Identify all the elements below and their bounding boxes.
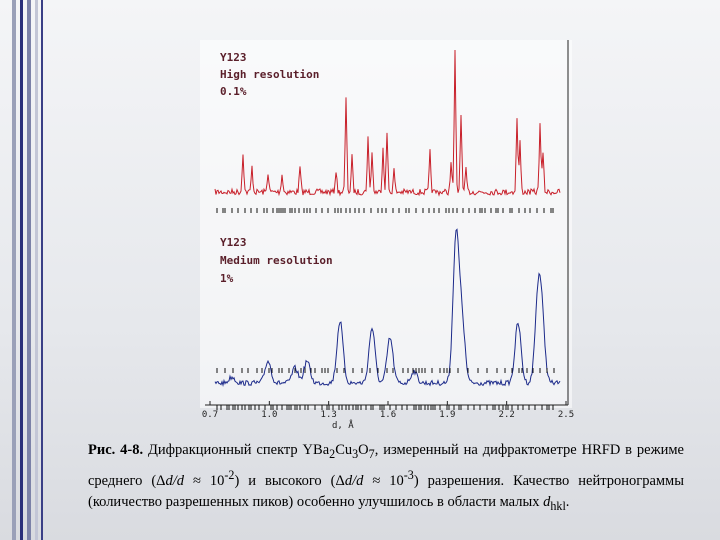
plot-area — [200, 40, 572, 408]
sample-label: Y123 — [220, 236, 247, 249]
caption-text: ) разрешения. Качество нейтронограммы (к… — [88, 472, 684, 510]
x-tick-label: 1.9 — [439, 410, 455, 420]
caption-text: Cu — [335, 442, 353, 458]
stripe — [35, 0, 38, 540]
stripe — [27, 0, 31, 540]
caption-sup: -2 — [224, 467, 235, 482]
mode-label: Medium resolution — [220, 254, 333, 267]
x-tick-label: 2.5 — [558, 410, 574, 420]
x-axis-label: d, Å — [332, 419, 354, 431]
x-tick-label: 1.0 — [261, 410, 277, 420]
caption-sub: 3 — [352, 446, 359, 461]
resolution-label: 1% — [220, 272, 234, 285]
caption-text: ) и высокого (Δ — [234, 472, 345, 489]
spectrum-line — [214, 228, 561, 387]
x-tick-label: 2.2 — [499, 410, 515, 420]
figure: Y123 High resolution 0.1% Y123 Medium re… — [200, 40, 574, 431]
x-tick-label: 1.6 — [380, 410, 396, 420]
caption-italic: d — [543, 493, 551, 510]
x-tick-label: 0.7 — [202, 410, 218, 420]
caption-sub: hkl — [550, 498, 566, 513]
caption-text: Дифракционный спектр YBa — [143, 442, 330, 458]
caption-ref: Рис. 4-8. — [88, 442, 144, 458]
caption-text: . — [565, 493, 570, 510]
caption-italic: d/d — [344, 472, 364, 489]
caption-text: , измеренный на дифрактометре HRFD в реж… — [88, 442, 684, 489]
stripe — [20, 0, 23, 540]
high-spectrum — [214, 49, 561, 410]
caption-sub: 7 — [368, 446, 375, 461]
sample-label: Y123 — [220, 51, 247, 64]
caption-text: ≈ 10 — [184, 472, 225, 489]
caption: Рис. 4-8. Дифракционный спектр YBa2Cu3O7… — [88, 440, 684, 517]
mode-label: High resolution — [220, 68, 319, 81]
spectrum-line — [214, 49, 561, 197]
stripe — [41, 0, 43, 540]
resolution-label: 0.1% — [220, 85, 247, 98]
stripe — [12, 0, 16, 540]
caption-sup: -3 — [403, 467, 414, 482]
caption-text: ≈ 10 — [363, 472, 404, 489]
caption-sub: 2 — [329, 446, 336, 461]
caption-text: O — [358, 442, 369, 458]
x-tick-label: 1.3 — [321, 410, 337, 420]
medium-spectrum — [214, 228, 561, 387]
caption-italic: d/d — [165, 472, 184, 489]
